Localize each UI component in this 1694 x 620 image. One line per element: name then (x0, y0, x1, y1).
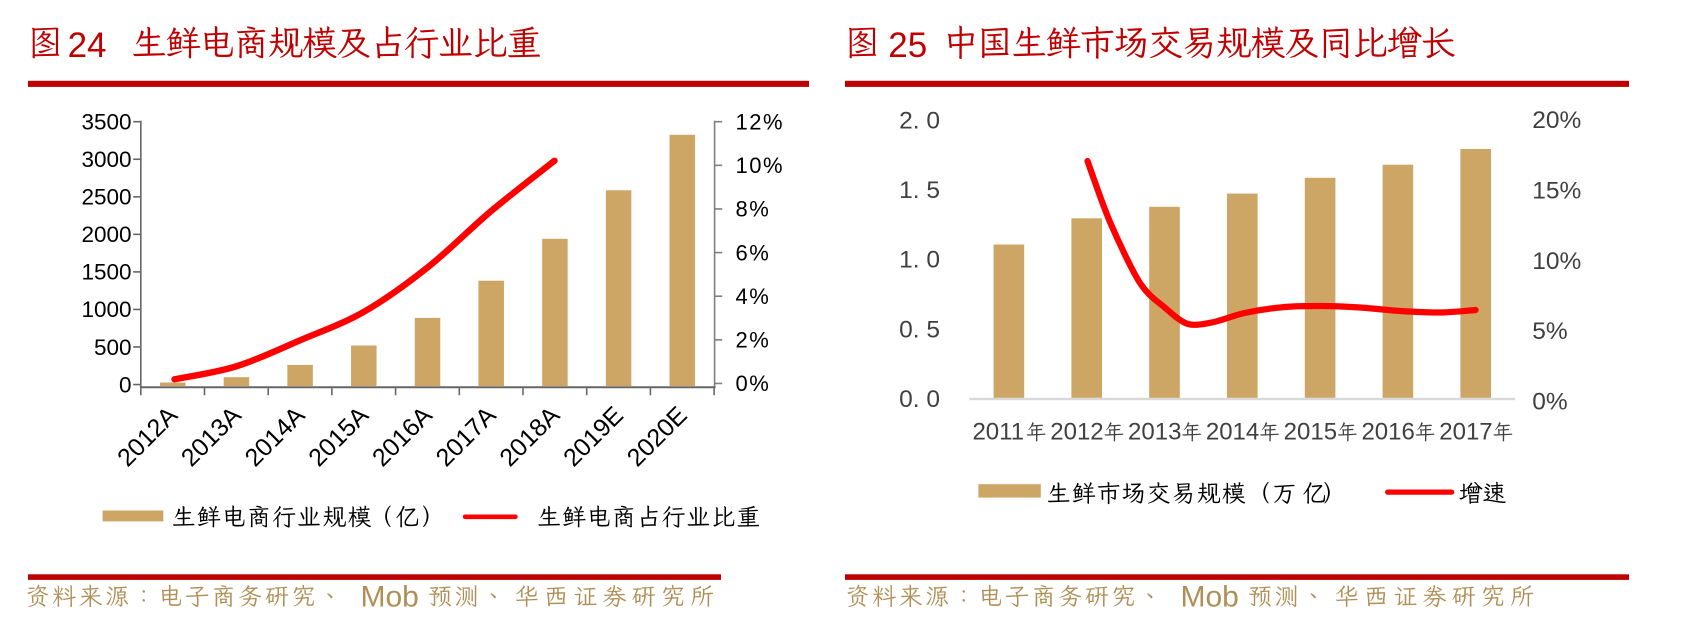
svg-text:1. 5: 1. 5 (899, 177, 940, 204)
svg-text:0. 0: 0. 0 (899, 386, 940, 413)
svg-text:12%: 12% (736, 109, 785, 134)
svg-text:0%: 0% (1532, 388, 1567, 415)
svg-text:2017A: 2017A (431, 401, 502, 472)
svg-text:2%: 2% (736, 328, 771, 353)
svg-text:2. 0: 2. 0 (899, 107, 940, 134)
svg-text:500: 500 (94, 335, 132, 360)
svg-text:6%: 6% (736, 240, 771, 265)
svg-text:Mob: Mob (361, 581, 419, 614)
svg-text:Mob: Mob (1181, 581, 1239, 614)
svg-text:2015A: 2015A (303, 401, 374, 472)
svg-text:15%: 15% (1532, 177, 1581, 204)
svg-text:25: 25 (888, 26, 927, 65)
svg-text:1. 0: 1. 0 (899, 247, 940, 274)
svg-text:2016: 2016 (1361, 419, 1414, 446)
svg-text:3500: 3500 (81, 109, 131, 134)
svg-text:5%: 5% (1532, 318, 1567, 345)
svg-text:2018A: 2018A (494, 401, 565, 472)
svg-text:24: 24 (68, 26, 107, 65)
svg-text:4%: 4% (736, 284, 771, 309)
svg-text:2019E: 2019E (558, 401, 629, 472)
svg-text:0%: 0% (736, 371, 771, 396)
svg-text:2011: 2011 (972, 419, 1024, 446)
svg-text:0. 5: 0. 5 (899, 316, 940, 343)
svg-text:20%: 20% (1532, 107, 1581, 134)
svg-text:10%: 10% (736, 153, 785, 178)
svg-text:2015: 2015 (1284, 419, 1337, 446)
svg-text:0: 0 (119, 372, 132, 397)
svg-text:3000: 3000 (81, 147, 131, 172)
svg-text:10%: 10% (1532, 248, 1581, 275)
svg-text:2017: 2017 (1439, 419, 1492, 446)
svg-text:2013: 2013 (1128, 419, 1181, 446)
svg-text:2014A: 2014A (240, 401, 311, 472)
svg-text:2012: 2012 (1050, 419, 1103, 446)
svg-text:2000: 2000 (81, 222, 131, 247)
svg-text:2014: 2014 (1206, 419, 1259, 446)
svg-text:2020E: 2020E (622, 401, 693, 472)
svg-text:8%: 8% (736, 197, 771, 222)
svg-text:1500: 1500 (81, 260, 131, 285)
svg-text:2013A: 2013A (176, 401, 247, 472)
svg-text:2012A: 2012A (112, 401, 183, 472)
svg-text:2016A: 2016A (367, 401, 438, 472)
svg-text:2500: 2500 (81, 185, 131, 210)
svg-text:1000: 1000 (81, 297, 131, 322)
